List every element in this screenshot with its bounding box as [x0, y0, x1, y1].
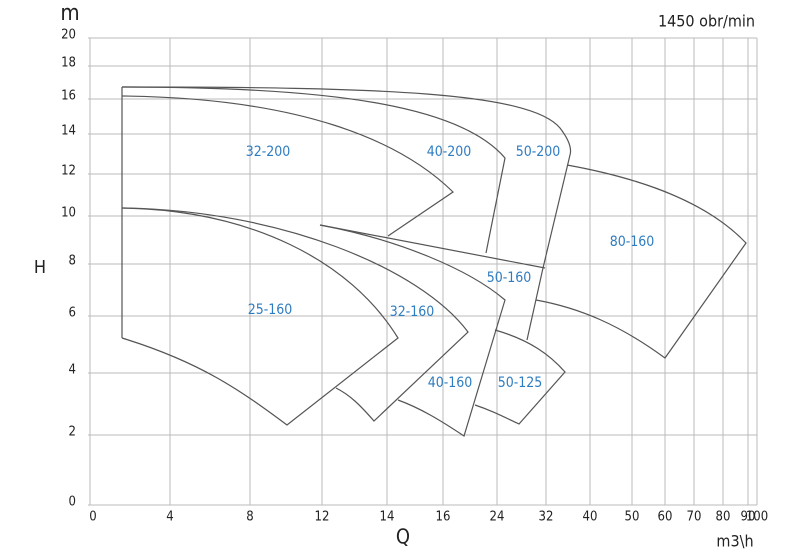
x-tick-label: 70 — [687, 510, 702, 525]
y-tick-label: 18 — [61, 56, 76, 71]
region-label: 32-200 — [246, 144, 291, 160]
region-outline — [121, 86, 506, 254]
region-label: 50-125 — [498, 375, 543, 391]
region-label: 50-160 — [487, 270, 532, 286]
y-tick-label: 6 — [69, 306, 76, 321]
region-label: 40-160 — [428, 375, 473, 391]
y-tick-label: 2 — [69, 425, 76, 440]
y-tick-label: 4 — [69, 363, 76, 378]
region-outline — [121, 95, 454, 237]
x-axis-label: Q — [396, 525, 410, 549]
region-label: 80-160 — [610, 234, 655, 250]
x-tick-label: 80 — [716, 510, 731, 525]
region-label: 25-160 — [248, 302, 293, 318]
x-tick-label: 32 — [539, 510, 554, 525]
region-label: 50-200 — [516, 144, 561, 160]
region-outline — [535, 164, 747, 359]
x-tick-label: 14 — [380, 510, 395, 525]
x-tick-label: 24 — [490, 510, 505, 525]
y-axis-label: H — [34, 257, 46, 278]
y-tick-label: 14 — [61, 124, 76, 139]
x-tick-label: 40 — [583, 510, 598, 525]
y-tick-label: 20 — [61, 28, 76, 43]
x-unit: m3\h — [716, 532, 753, 551]
region-label: 32-160 — [390, 304, 435, 320]
region-outline — [319, 224, 506, 437]
chart-title: 1450 obr/min — [658, 12, 755, 31]
y-tick-label: 12 — [61, 164, 76, 179]
x-tick-label: 50 — [625, 510, 640, 525]
region-outline — [474, 329, 566, 425]
y-tick-label: 8 — [69, 254, 76, 269]
x-tick-label: 60 — [658, 510, 673, 525]
x-tick-label: 0 — [89, 510, 96, 525]
region-label: 40-200 — [427, 144, 472, 160]
y-tick-label: 0 — [69, 495, 76, 510]
region-outline — [121, 207, 469, 422]
x-tick-label: 90 — [741, 510, 756, 525]
x-tick-label: 12 — [315, 510, 330, 525]
region-outline — [121, 207, 399, 426]
x-tick-label: 8 — [246, 510, 253, 525]
y-tick-label: 10 — [61, 206, 76, 221]
region-outline — [121, 86, 572, 341]
x-tick-label: 100 — [746, 510, 768, 525]
y-unit: m — [60, 1, 79, 26]
x-tick-label: 16 — [436, 510, 451, 525]
x-tick-label: 4 — [166, 510, 173, 525]
region-outline — [319, 224, 546, 269]
y-tick-label: 16 — [61, 89, 76, 104]
